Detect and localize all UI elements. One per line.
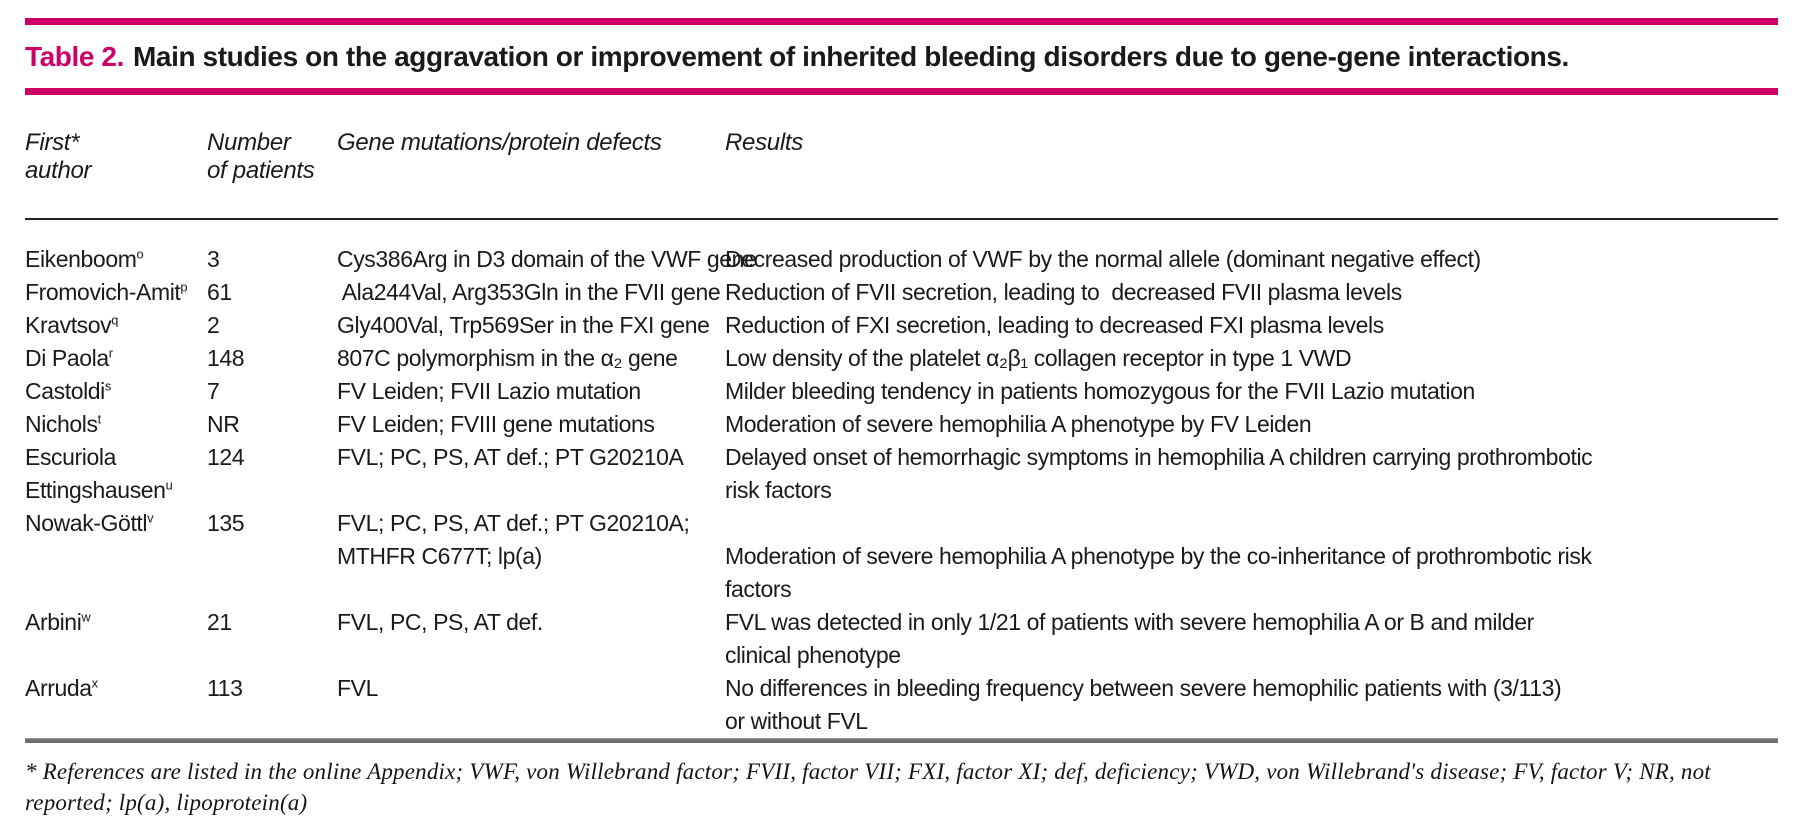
patients-cell: 135 [207,510,245,536]
header-divider-rule [25,218,1778,220]
table-row: Castoldis 7 FV Leiden; FVII Lazio mutation… [25,375,1778,408]
author-cell: Nicholst [25,411,101,437]
footer-divider-rule [25,738,1778,743]
author-cell: Kravtsovq [25,312,119,338]
author-cell: Arrudax [25,675,98,701]
table-title: Table 2. Main studies on the aggravation … [25,40,1778,74]
genes-cell: FVL; PC, PS, AT def.; PT G20210A; MTHFR C… [337,510,690,569]
genes-cell: Cys386Arg in D3 domain of the VWF gene [337,246,757,272]
results-cell: Low density of the platelet α₂β₁ collage… [725,345,1352,371]
table-body: Eikenboomo 3 Cys386Arg in D3 domain of the… [25,220,1778,738]
genes-cell: Gly400Val, Trp569Ser in the FXI gene [337,312,710,338]
author-cell: Arbiniw [25,609,91,635]
author-cell: Di Paolar [25,345,113,371]
results-cell: Reduction of FXI secretion, leading to d… [725,312,1384,338]
genes-cell: FV Leiden; FVII Lazio mutation [337,378,641,404]
table-footnote: * References are listed in the online Ap… [25,759,1711,815]
column-header: Gene mutations/protein defects [337,129,662,156]
table-row: Arrudax 113 FVL No differences in bleeding … [25,672,1778,738]
table-row: Nowak-Göttlv 135 FVL; PC, PS, AT def.; PT … [25,507,1778,606]
results-cell: Milder bleeding tendency in patients hom… [725,378,1475,404]
genes-cell: FV Leiden; FVIII gene mutations [337,411,655,437]
genes-cell: FVL, PC, PS, AT def. [337,609,543,635]
table-title-text: Main studies on the aggravation or impro… [132,41,1569,72]
table-row: Fromovich-Amitp 61 Ala244Val, Arg353Gln i… [25,276,1778,309]
genes-cell: FVL; PC, PS, AT def.; PT G20210A [337,444,684,470]
genes-cell: 807C polymorphism in the α₂ gene [337,345,678,371]
footer-rule-wrap [25,738,1778,743]
patients-cell: 3 [207,246,220,272]
patients-cell: NR [207,411,240,437]
results-cell: Delayed onset of hemorrhagic symptoms in… [725,444,1593,503]
results-cell: Decreased production of VWF by the norma… [725,246,1481,272]
author-cell: Eikenboomo [25,246,144,272]
table-row: Di Paolar 148 807C polymorphism in the α₂ … [25,342,1778,375]
table-row: Arbiniw 21 FVL, PC, PS, AT def. FVL was det… [25,606,1778,672]
table-header-row: First* author Number of patients Gene mutati… [25,95,1778,218]
results-cell: FVL was detected in only 1/21 of patient… [725,609,1534,668]
author-cell: Escuriola Ettingshausenu [25,444,173,503]
table-row: Nicholst NR FV Leiden; FVIII gene mutation… [25,408,1778,441]
patients-cell: 148 [207,345,245,371]
table-row: Escuriola Ettingshausenu 124 FVL; PC, PS, A… [25,441,1778,507]
column-header: First* author [25,129,92,184]
table-title-label: Table 2. [25,41,124,72]
results-cell: Reduction of FVII secretion, leading to … [725,279,1402,305]
patients-cell: 113 [207,675,243,701]
patients-cell: 2 [207,312,220,338]
genes-cell: Ala244Val, Arg353Gln in the FVII gene [337,279,721,305]
column-header: Results [725,129,803,156]
title-bottom-accent-rule [25,88,1778,95]
author-cell: Castoldis [25,378,111,404]
patients-cell: 124 [207,444,245,470]
patients-cell: 61 [207,279,232,305]
genes-cell: FVL [337,675,378,701]
author-cell: Nowak-Göttlv [25,510,154,536]
table-row: Kravtsovq 2 Gly400Val, Trp569Ser in the FX… [25,309,1778,342]
table-row: Eikenboomo 3 Cys386Arg in D3 domain of the… [25,243,1778,276]
results-cell: No differences in bleeding frequency bet… [725,675,1562,734]
patients-cell: 21 [207,609,232,635]
column-header: Number of patients [207,129,315,184]
author-cell: Fromovich-Amitp [25,279,188,305]
results-cell: Moderation of severe hemophilia A phenot… [725,411,1312,437]
patients-cell: 7 [207,378,220,404]
top-accent-rule [25,18,1778,25]
results-cell: Moderation of severe hemophilia A phenot… [725,543,1592,602]
